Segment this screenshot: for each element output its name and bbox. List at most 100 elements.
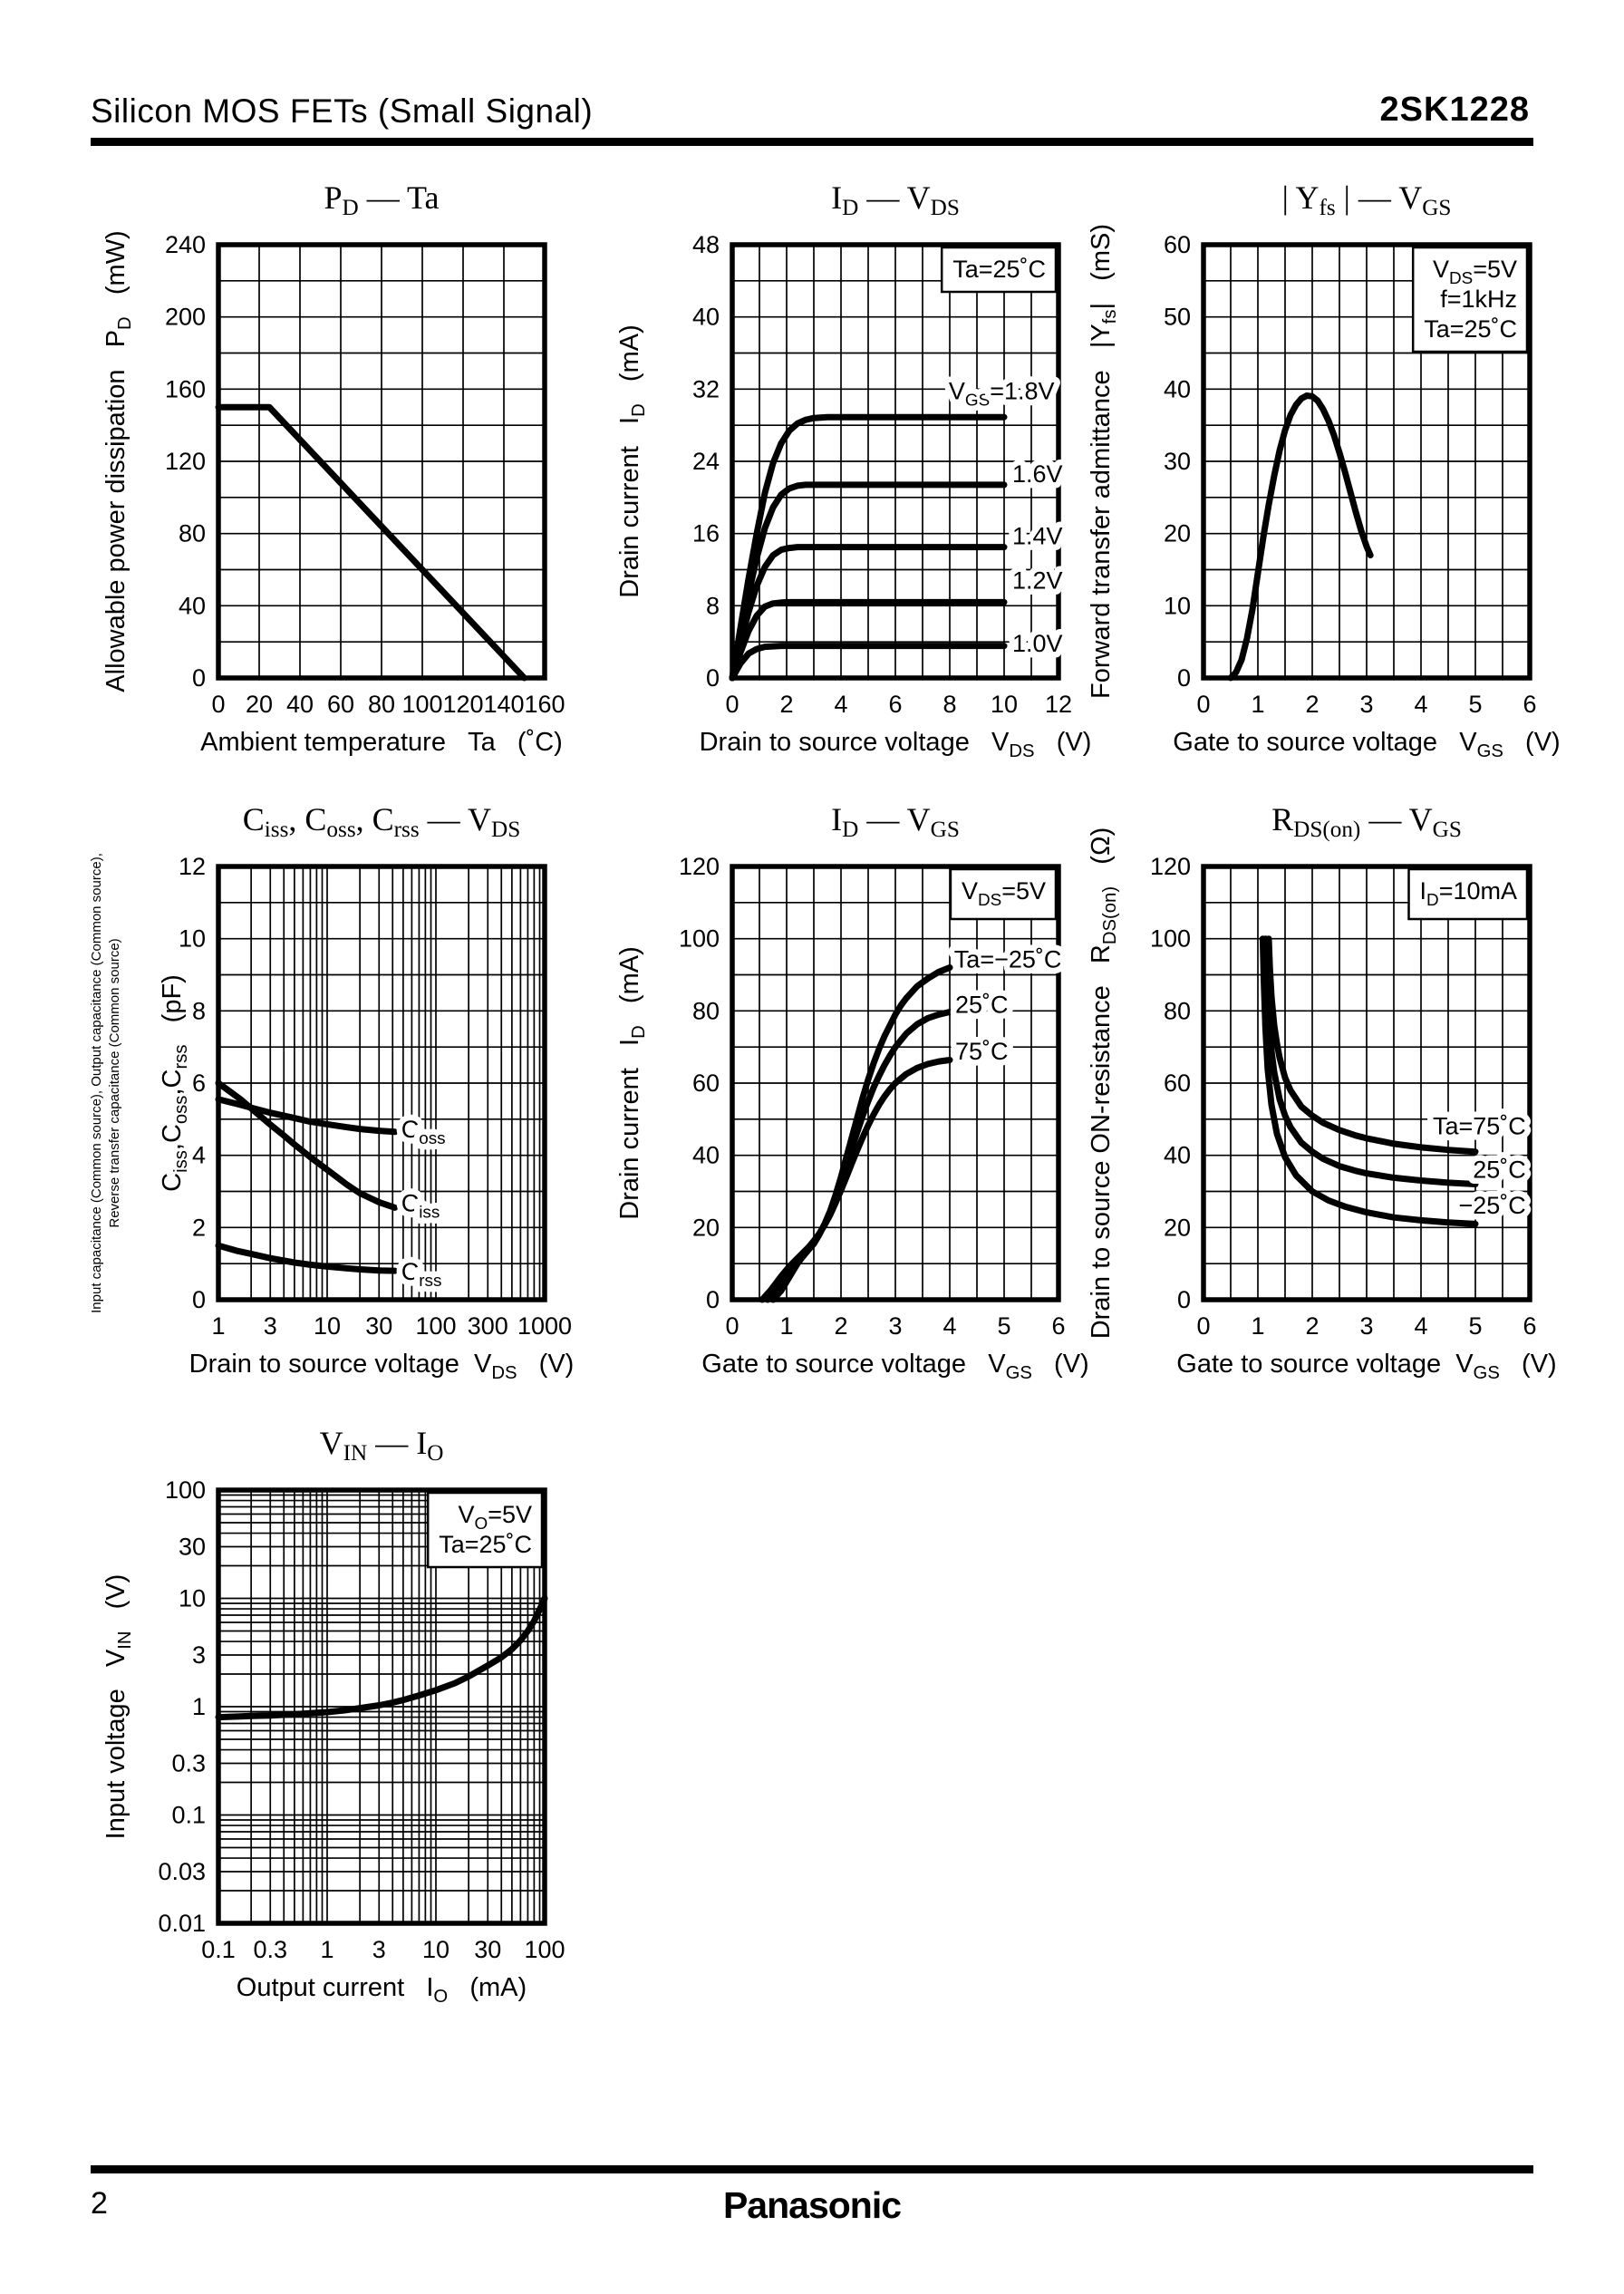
curve-ta-minus25C: [1259, 935, 1479, 1227]
x-axis-label: Gate to source voltage VGS (V): [1173, 728, 1560, 761]
y-tick-label: 40: [692, 1142, 720, 1169]
x-tick-label: 0.3: [253, 1936, 287, 1963]
y-tick-label: 40: [1164, 1142, 1191, 1169]
y-tick-label: 3: [192, 1641, 206, 1669]
annotation-box: [1411, 246, 1529, 353]
x-tick-label: 100: [401, 691, 442, 718]
curve-ta-75C: [1265, 935, 1479, 1156]
x-tick-label: 4: [942, 1312, 956, 1340]
curve-vgs-1.2V: [729, 598, 1008, 682]
header-rule: [91, 138, 1533, 146]
annotation-line: Ta=25˚C: [952, 256, 1046, 283]
y-tick-label: 40: [692, 304, 720, 331]
y-tick-label: 100: [1150, 925, 1191, 953]
y-tick-label: 10: [179, 1585, 206, 1612]
y-tick-label: 120: [679, 853, 720, 880]
x-tick-label: 5: [997, 1312, 1010, 1340]
curve-label: Coss: [401, 1116, 446, 1148]
y-tick-label: 100: [679, 925, 720, 953]
annotation-box: [940, 246, 1058, 294]
curve-label: 75˚C: [955, 1038, 1009, 1065]
y-tick-label: 20: [1164, 520, 1191, 547]
curve-vgs-1.8V: [729, 413, 1008, 682]
chart-title: RDS(on) — VGS: [1271, 801, 1462, 842]
annotation-line: VO=5V: [458, 1501, 532, 1534]
curve-vin: [215, 1595, 548, 1721]
x-tick-label: 4: [1414, 1312, 1427, 1340]
footer-rule: [91, 2165, 1533, 2173]
x-tick-label: 0: [1196, 1312, 1210, 1340]
y-tick-label: 32: [692, 375, 720, 402]
x-axis-label: Drain to source voltage VDS (V): [700, 728, 1092, 761]
y-tick-label: 50: [1164, 304, 1191, 331]
annotation-box: [426, 1491, 544, 1569]
plot-frame: [216, 242, 547, 681]
x-tick-label: 120: [442, 691, 483, 718]
x-tick-label: 30: [474, 1936, 501, 1963]
x-tick-label: 8: [942, 691, 956, 718]
y-tick-label: 0: [1177, 1286, 1191, 1313]
chart-title: PD — Ta: [324, 179, 439, 220]
y-tick-label: 0: [1177, 664, 1191, 692]
x-tick-label: 0.1: [201, 1936, 236, 1963]
annotation-line: ID=10mA: [1420, 877, 1517, 910]
curve-ta-75C: [759, 1057, 953, 1303]
plot-frame: [730, 864, 1061, 1302]
x-tick-label: 6: [1522, 691, 1536, 718]
curve-label: 25˚C: [955, 991, 1009, 1018]
y-tick-label: 4: [192, 1142, 206, 1169]
y-tick-label: 0.03: [158, 1858, 206, 1885]
y-tick-label: 80: [1164, 997, 1191, 1024]
x-tick-label: 6: [1522, 1312, 1536, 1340]
chart-title: ID — VGS: [831, 801, 960, 842]
annotation: ID=10mA: [1407, 867, 1529, 921]
y-axis-label: Ciss,Coss,Crss (pF): [158, 974, 191, 1192]
y-tick-label: 120: [165, 448, 206, 475]
y-tick-label: 12: [179, 853, 206, 880]
x-tick-label: 100: [524, 1936, 565, 1963]
curve-ta-25C: [1262, 935, 1479, 1187]
x-tick-label: 3: [372, 1936, 386, 1963]
x-tick-label: 0: [211, 691, 225, 718]
x-tick-label: 1: [779, 1312, 793, 1340]
annotation: VDS=5V: [949, 867, 1058, 921]
x-tick-label: 1000: [517, 1312, 572, 1340]
x-tick-label: 1: [1251, 691, 1264, 718]
curve-pd-limit: [215, 403, 527, 682]
annotation-line: VDS=5V: [962, 877, 1046, 910]
x-tick-label: 20: [246, 691, 273, 718]
x-tick-label: 3: [888, 1312, 902, 1340]
page-number: 2: [91, 2186, 108, 2221]
x-tick-label: 5: [1468, 1312, 1482, 1340]
x-tick-label: 2: [779, 691, 793, 718]
y-axis-label: Drain to source ON-resistance RDS(on) (Ω…: [1087, 828, 1120, 1340]
y-tick-label: 0: [192, 664, 206, 692]
x-tick-label: 2: [1305, 1312, 1319, 1340]
ciss-coss-crss-vds-chart: Ciss, Coss, Crss — VDS 1 3 10 30 100 300 1000 0 2…: [89, 801, 574, 1383]
annotation-box: [949, 867, 1058, 921]
x-tick-label: 2: [834, 1312, 847, 1340]
y-axis-label: Input capacitance (Common source), Outpu…: [89, 853, 104, 1313]
x-tick-label: 3: [1359, 691, 1373, 718]
part-number: 2SK1228: [1379, 91, 1530, 129]
chart-title: Ciss, Coss, Crss — VDS: [243, 801, 520, 842]
x-tick-label: 4: [834, 691, 847, 718]
y-axis-label: Reverse transfer capacitance (Common sou…: [107, 938, 122, 1227]
y-tick-label: 60: [692, 1070, 720, 1097]
y-tick-label: 60: [1164, 231, 1191, 258]
y-tick-label: 2: [192, 1214, 206, 1241]
x-tick-label: 0: [725, 1312, 739, 1340]
y-tick-label: 0.3: [171, 1749, 206, 1776]
y-tick-label: 40: [179, 592, 206, 619]
y-tick-label: 20: [692, 1214, 720, 1241]
curve-label: 25˚C: [1473, 1156, 1526, 1183]
curve-label: −25˚C: [1459, 1192, 1526, 1219]
y-tick-label: 120: [1150, 853, 1191, 880]
y-tick-label: 40: [1164, 375, 1191, 402]
x-tick-label: 300: [468, 1312, 508, 1340]
